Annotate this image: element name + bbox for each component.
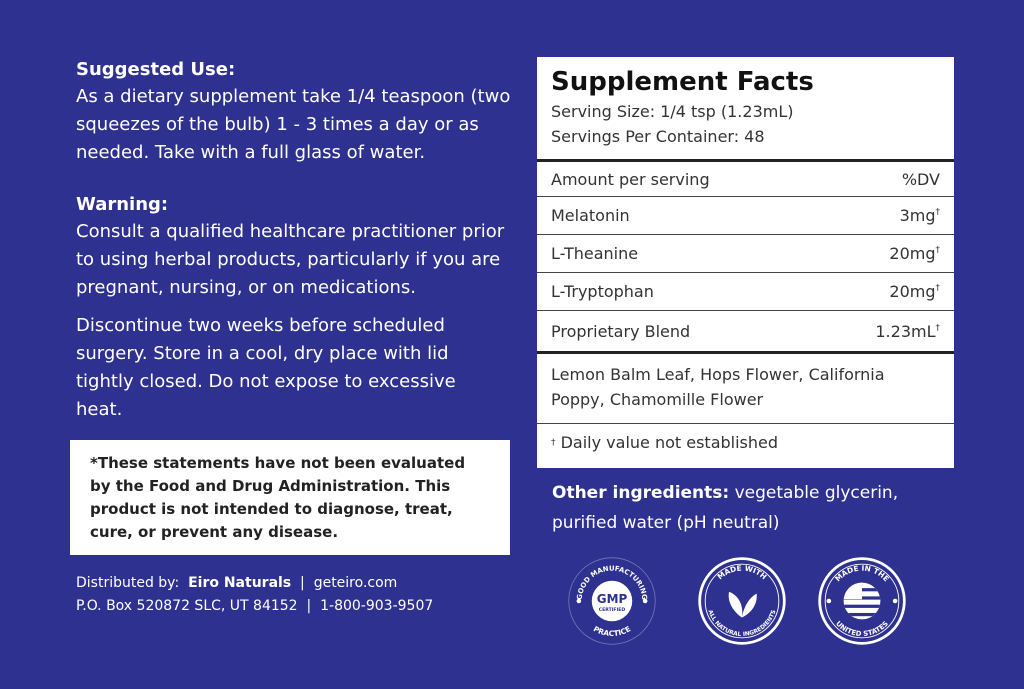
suggested-use-heading: Suggested Use: [76,59,236,80]
nutrient-name: Proprietary Blend [551,321,691,341]
nutrient-amount: 3mg† [899,206,940,225]
dagger-mark: † [551,437,556,448]
suggested-use: Suggested Use: As a dietary supplement t… [76,57,516,167]
website: geteiro.com [313,575,398,591]
nutrient-row: Melatonin 3mg† [537,196,954,234]
nutrient-name: L-Tryptophan [551,282,654,301]
nutrient-name: Melatonin [551,206,630,225]
facts-header-row: Amount per serving %DV [537,159,954,196]
blend-ingredients: Lemon Balm Leaf, Hops Flower, California… [537,351,954,423]
other-text: vegetable glycerin, purified water (pH n… [552,483,899,533]
svg-text:MADE WITH: MADE WITH [716,564,769,582]
warning: Warning: Consult a qualified healthcare … [76,192,516,424]
usa-bottom-text: UNITED STATES [834,620,890,638]
supplement-facts-panel: Supplement Facts Serving Size: 1/4 tsp (… [537,57,954,468]
dv-header: %DV [901,169,940,189]
usa-top-text: MADE IN THE [833,564,891,584]
svg-text:MADE IN THE: MADE IN THE [833,564,891,584]
servings-per-container: Servings Per Container: 48 [551,127,765,146]
gmp-text: GMP [597,592,628,606]
serving-size: Serving Size: 1/4 tsp (1.23mL) [551,102,794,121]
gmp-sub: CERTIFIED [599,607,626,613]
nutrient-row: L-Tryptophan 20mg† [537,272,954,310]
nutrient-amount: 1.23mL† [875,321,940,341]
warning-heading: Warning: [76,194,169,215]
address: P.O. Box 520872 SLC, UT 84152 [76,598,298,614]
facts-title: Supplement Facts [551,67,814,97]
footer: Distributed by: Eiro Naturals | geteiro.… [76,575,434,614]
footnote: † Daily value not established [537,423,954,461]
other-label: Other ingredients: [552,483,730,503]
gmp-badge-icon: GMP CERTIFIED GOOD MANUFACTURING PRACTIC… [568,557,656,645]
gmp-bottom-text: PRACTICE [592,624,632,638]
leaf-badge-icon: MADE WITH ALL NATURAL INGREDIENTS [698,557,786,645]
nutrient-row: Proprietary Blend 1.23mL† [537,310,954,351]
other-ingredients: Other ingredients: vegetable glycerin, p… [552,478,952,538]
company-name: Eiro Naturals [188,575,292,591]
amount-header: Amount per serving [551,169,710,189]
nutrient-amount: 20mg† [889,282,940,301]
distributed-label: Distributed by: [76,575,180,591]
svg-text:UNITED STATES: UNITED STATES [834,620,890,638]
warning-text-2: Discontinue two weeks before scheduled s… [76,315,456,420]
nutrient-name: L-Theanine [551,244,639,263]
fda-disclaimer: *These statements have not been evaluate… [70,440,510,555]
leaf-top-text: MADE WITH [716,564,769,582]
nutrient-row: L-Theanine 20mg† [537,234,954,272]
suggested-use-text: As a dietary supplement take 1/4 teaspoo… [76,86,511,163]
warning-text: Consult a qualified healthcare practitio… [76,221,505,298]
nutrient-amount: 20mg† [889,244,940,263]
phone: 1-800-903-9507 [320,598,434,614]
svg-text:PRACTICE: PRACTICE [592,624,632,638]
footnote-text: Daily value not established [560,433,779,452]
usa-flag-badge-icon: MADE IN THE UNITED STATES [818,557,906,645]
